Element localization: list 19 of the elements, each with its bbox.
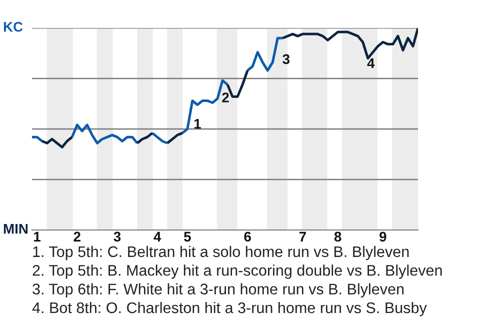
annotation: 3 [282, 54, 290, 64]
annotation: 1 [194, 118, 201, 129]
x-tick-label: 8 [334, 232, 342, 242]
text: 3. Top 6th: F. White hit a 3-run home run vs B. Blyleven [32, 283, 404, 298]
x-tick-label: 6 [244, 232, 251, 242]
annotation: 2 [222, 92, 229, 102]
x-tick-label: 7 [299, 232, 306, 242]
x-tick-label: 1 [34, 232, 40, 242]
text: 1. Top 5th: C. Beltran hit a solo home run vs B. Blyleven [33, 246, 409, 260]
text: 2. Top 5th: B. Mackey hit a run-scoring double vs B. Blyleven [32, 264, 442, 279]
x-tick-label: 4 [154, 232, 162, 242]
x-tick-label: 5 [184, 232, 191, 242]
text: MIN [4, 224, 28, 234]
x-tick-label: 2 [74, 232, 80, 242]
annotation: 4 [367, 58, 375, 68]
text: KC [4, 22, 23, 32]
x-tick-label: 9 [380, 232, 386, 242]
text: 4. Bot 8th: O. Charleston hit a 3-run home run vs S. Busby [32, 302, 427, 316]
x-tick-label: 3 [114, 232, 121, 242]
